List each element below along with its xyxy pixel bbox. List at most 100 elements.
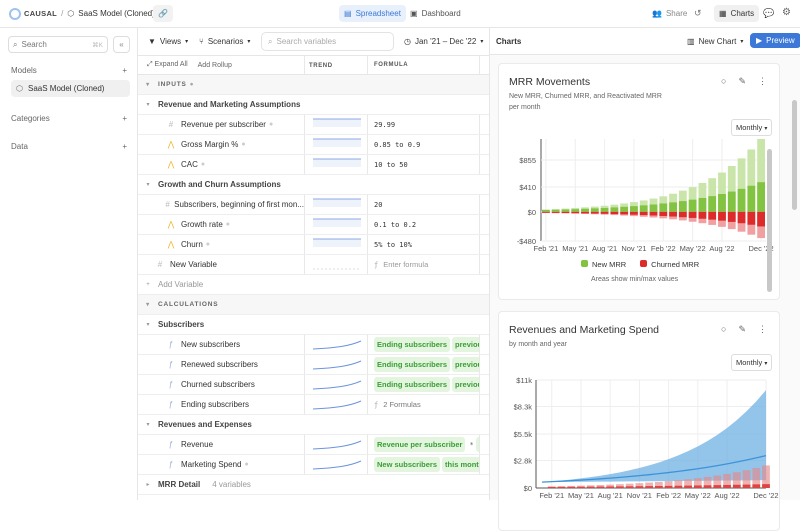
chevron-icon[interactable]: ▾: [146, 102, 150, 108]
variable-name[interactable]: Gross Margin %: [181, 140, 239, 149]
variable-row[interactable]: ƒ Revenue Revenue per subscriber*Endi: [138, 435, 489, 455]
variable-name[interactable]: New subscribers: [181, 340, 241, 349]
variable-row[interactable]: ▸ MRR Detail 4 variables: [138, 475, 489, 495]
sidebar-item-model[interactable]: ⬡ SaaS Model (Cloned): [11, 80, 130, 97]
section-row[interactable]: ▾ CALCULATIONS: [138, 295, 489, 315]
variable-name[interactable]: Revenue: [181, 440, 214, 449]
tab-spreadsheet[interactable]: ▤ Spreadsheet: [339, 5, 406, 22]
tab-dashboard[interactable]: ▣ Dashboard: [410, 9, 461, 18]
chevron-icon[interactable]: ▾: [146, 182, 150, 188]
variable-row[interactable]: ƒ Renewed subscribers Ending subscribers…: [138, 355, 489, 375]
variable-row[interactable]: ⋀ CAC ● 10 to 50: [138, 155, 489, 175]
copy-link-button[interactable]: 🔗: [153, 5, 173, 22]
variable-row[interactable]: # New Variable ƒ Enter formula: [138, 255, 489, 275]
trend-sparkline: [312, 440, 362, 450]
variable-name[interactable]: Renewed subscribers: [181, 360, 258, 369]
variable-name[interactable]: CAC: [181, 160, 198, 169]
plus-icon[interactable]: +: [146, 281, 150, 288]
group-row[interactable]: ▾ Growth and Churn Assumptions: [138, 175, 489, 195]
granularity-select[interactable]: Monthly ▾: [731, 119, 773, 136]
panel-scrollbar[interactable]: [792, 100, 797, 210]
chevron-icon[interactable]: ▾: [146, 82, 150, 88]
formula-value[interactable]: 5% to 10%: [374, 240, 412, 249]
add-variable-button[interactable]: + Add Variable: [138, 275, 489, 295]
variable-name[interactable]: Subscribers, beginning of first mon...: [174, 200, 304, 209]
formula-token[interactable]: Revenue per subscriber: [374, 437, 466, 452]
comment-icon[interactable]: ○: [721, 324, 727, 334]
formula-token[interactable]: Ending subscribers: [374, 357, 451, 372]
variable-row[interactable]: # Revenue per subscriber ● 29.99: [138, 115, 489, 135]
share-button[interactable]: 👥 Share: [652, 9, 688, 18]
formula-token[interactable]: previous m: [452, 377, 479, 392]
chevron-icon[interactable]: ▾: [146, 302, 150, 308]
collapse-sidebar-button[interactable]: «: [113, 36, 130, 53]
variable-row[interactable]: ⋀ Churn ● 5% to 10%: [138, 235, 489, 255]
group-row[interactable]: ▾ Revenue and Marketing Assumptions: [138, 95, 489, 115]
formula-token[interactable]: Ending subscribers: [374, 377, 451, 392]
variable-name[interactable]: Ending subscribers: [181, 400, 250, 409]
formula-value[interactable]: 10 to 50: [374, 160, 408, 169]
settings-gear-icon[interactable]: ⚙: [782, 7, 791, 18]
edit-pencil-icon[interactable]: ✎: [738, 324, 746, 334]
preview-button[interactable]: ▶ Preview: [750, 33, 800, 48]
expand-all-button[interactable]: ⤢ Expand All: [147, 61, 188, 68]
formula-value[interactable]: 0.1 to 0.2: [374, 220, 417, 229]
add-data-icon[interactable]: +: [122, 142, 127, 151]
group-row[interactable]: ▾ Revenues and Expenses: [138, 415, 489, 435]
chart-scrollbar[interactable]: [767, 149, 772, 292]
filter-icon: ▼: [148, 37, 156, 46]
formula-value[interactable]: 29.99: [374, 120, 396, 129]
chevron-icon[interactable]: ▾: [146, 422, 150, 428]
chevron-icon[interactable]: ▾: [146, 322, 150, 328]
charts-toggle-button[interactable]: ▦ Charts: [714, 5, 760, 22]
variable-row[interactable]: ƒ Churned subscribers Ending subscribers…: [138, 375, 489, 395]
variable-row[interactable]: ⋀ Growth rate ● 0.1 to 0.2: [138, 215, 489, 235]
formula-token[interactable]: previous m: [452, 337, 479, 352]
group-row[interactable]: ▾ Subscribers: [138, 315, 489, 335]
formula-token[interactable]: Ending subscribers: [374, 337, 451, 352]
edit-pencil-icon[interactable]: ✎: [738, 76, 746, 86]
bar-new-mrr: [551, 209, 560, 212]
formula-token[interactable]: this month: [442, 457, 479, 472]
variable-name[interactable]: Marketing Spend: [181, 460, 242, 469]
variable-name[interactable]: Churn: [181, 240, 203, 249]
x-tick-label: May '21: [568, 491, 594, 500]
variable-name[interactable]: Growth rate: [181, 220, 223, 229]
add-model-icon[interactable]: +: [122, 66, 127, 75]
more-options-icon[interactable]: ⋮: [758, 324, 767, 334]
variable-row[interactable]: ƒ Marketing Spend ● New subscribers this …: [138, 455, 489, 475]
comments-icon[interactable]: 💬: [763, 8, 775, 18]
brand-name[interactable]: CAUSAL: [24, 9, 58, 18]
scenarios-dropdown[interactable]: ⑂ Scenarios ▾: [199, 37, 251, 46]
dashboard-icon: ▣: [410, 9, 418, 18]
new-chart-dropdown[interactable]: ▥ New Chart ▾: [687, 37, 744, 46]
variable-row[interactable]: ⋀ Gross Margin % ● 0.85 to 0.9: [138, 135, 489, 155]
views-dropdown[interactable]: ▼ Views ▾: [148, 37, 189, 46]
granularity-select[interactable]: Monthly ▾: [731, 354, 773, 371]
comment-icon[interactable]: ○: [721, 76, 727, 86]
date-range-picker[interactable]: ◷ Jan '21 – Dec '22 ▾: [404, 37, 484, 46]
column-header-formula: FORMULA: [368, 56, 480, 74]
add-rollup-button[interactable]: Add Rollup: [197, 61, 232, 69]
sidebar-search-input[interactable]: ⌕ Search ⌘K: [8, 36, 108, 53]
variable-name[interactable]: Revenue per subscriber: [181, 120, 266, 129]
legend-item-churned-mrr[interactable]: Churned MRR: [640, 260, 699, 269]
variable-row[interactable]: # Subscribers, beginning of first mon...…: [138, 195, 489, 215]
formula-token[interactable]: previous m: [452, 357, 479, 372]
add-category-icon[interactable]: +: [122, 114, 127, 123]
more-options-icon[interactable]: ⋮: [758, 76, 767, 86]
chevron-icon[interactable]: ▸: [146, 482, 150, 488]
legend-item-new-mrr[interactable]: New MRR: [581, 260, 626, 269]
history-icon[interactable]: ↺: [694, 8, 702, 18]
section-row[interactable]: ▾ INPUTS ●: [138, 75, 489, 95]
model-name[interactable]: SaaS Model (Cloned): [78, 9, 155, 18]
formula-token[interactable]: New subscribers: [374, 457, 441, 472]
formula-value[interactable]: 0.85 to 0.9: [374, 140, 421, 149]
variable-row[interactable]: ƒ New subscribers Ending subscribers prev…: [138, 335, 489, 355]
variable-name[interactable]: Churned subscribers: [181, 380, 255, 389]
formula-value[interactable]: 20: [374, 200, 383, 209]
variable-name[interactable]: New Variable: [170, 260, 217, 269]
formula-token[interactable]: Endi: [475, 437, 479, 452]
search-variables-input[interactable]: ⌕ Search variables: [261, 32, 394, 51]
